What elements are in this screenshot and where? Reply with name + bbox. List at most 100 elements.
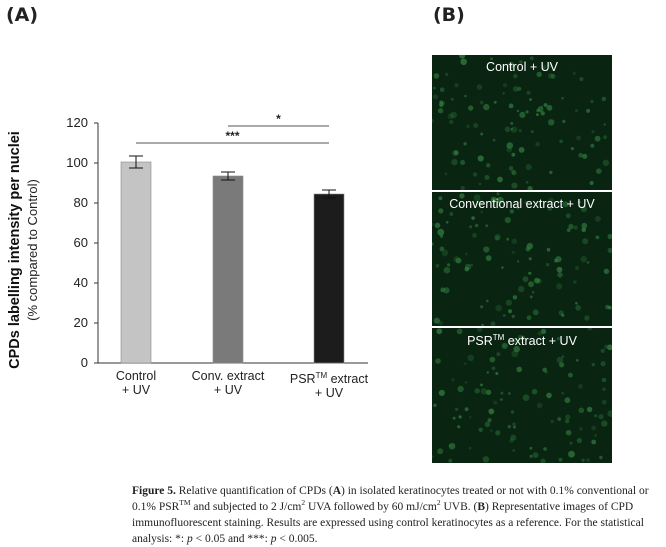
nucleus-dot (502, 92, 505, 95)
nucleus-dot (559, 139, 563, 144)
nucleus-dot (578, 384, 583, 389)
nucleus-dot (480, 383, 483, 387)
significance-label: *** (225, 129, 239, 143)
nucleus-dot (490, 196, 497, 203)
nucleus-dot (444, 172, 448, 176)
nucleus-dot (565, 414, 571, 420)
nucleus-dot (542, 64, 547, 69)
nucleus-dot (485, 389, 492, 395)
nucleus-dot (576, 359, 579, 362)
nucleus-dot (600, 348, 605, 353)
nucleus-dot (510, 410, 515, 414)
nucleus-dot (604, 344, 609, 349)
nucleus-dot (550, 419, 554, 424)
nucleus-dot (537, 331, 542, 336)
nucleus-dot (556, 337, 560, 341)
nucleus-dot (458, 415, 462, 419)
nucleus-dot (455, 257, 462, 264)
nucleus-dot (473, 123, 479, 128)
nucleus-dot (482, 456, 490, 463)
nucleus-dot (438, 389, 445, 396)
nucleus-dot (568, 223, 574, 230)
nucleus-dot (548, 119, 555, 126)
nucleus-dot (433, 73, 440, 79)
micrograph-psr-extract-uv: PSRTM extract + UV (432, 328, 612, 463)
nucleus-dot (529, 56, 534, 61)
nucleus-dot (536, 71, 542, 78)
nucleus-dot (548, 197, 555, 204)
nucleus-dot (524, 200, 528, 204)
nucleus-dot (506, 146, 513, 153)
nucleus-dot (439, 246, 445, 252)
nucleus-dot (508, 103, 514, 109)
nucleus-dot (520, 335, 526, 341)
nucleus-dot (453, 150, 459, 156)
nucleus-dot (546, 247, 551, 252)
nucleus-dot (516, 206, 520, 210)
nucleus-dot (576, 135, 581, 141)
nucleus-dot (473, 194, 481, 202)
nucleus-dot (500, 391, 504, 395)
nucleus-dot (464, 94, 467, 98)
nucleus-dot (437, 448, 444, 455)
nucleus-dot (511, 238, 518, 245)
nucleus-dot (575, 305, 581, 311)
micrograph-control-uv: Control + UV (432, 55, 612, 190)
nucleus-dot (601, 399, 607, 405)
nucleus-dot (443, 287, 450, 294)
category-label-control: Control + UV (115, 369, 157, 397)
nucleus-dot (441, 249, 449, 257)
nucleus-dot (525, 110, 529, 114)
nucleus-dot (438, 196, 443, 201)
nucleus-dot (449, 119, 454, 125)
nucleus-dot (448, 458, 453, 463)
nucleus-dot (507, 61, 515, 69)
nucleus-dot (556, 356, 564, 364)
nucleus-dot (491, 366, 496, 371)
nucleus-dot (487, 418, 492, 423)
nucleus-dot (447, 113, 454, 120)
nucleus-dot (477, 328, 483, 332)
nucleus-dot (543, 103, 548, 107)
nucleus-dot (572, 71, 576, 75)
nucleus-dot (584, 315, 590, 321)
nucleus-dot (542, 67, 545, 70)
nucleus-dot (550, 73, 556, 79)
nucleus-dot (557, 272, 563, 278)
nucleus-dot (460, 160, 466, 165)
nucleus-dot (605, 304, 610, 310)
nucleus-dot (590, 143, 595, 148)
nucleus-dot (483, 246, 490, 253)
nucleus-dot (561, 96, 564, 100)
nucleus-dot (480, 388, 488, 395)
nucleus-dot (591, 130, 595, 134)
nucleus-dot (573, 280, 577, 284)
nucleus-dot (518, 285, 525, 293)
nucleus-dot (548, 63, 553, 68)
nucleus-dot (543, 447, 547, 451)
nucleus-dot (573, 225, 578, 230)
nucleus-dot (565, 429, 572, 436)
nucleus-dot (502, 314, 506, 317)
nucleus-dot (578, 407, 585, 414)
nucleus-dot (434, 222, 441, 229)
nucleus-dot (484, 421, 491, 428)
nucleus-dot (559, 362, 565, 368)
nucleus-dot (511, 182, 518, 189)
panel-b-label: (B) (433, 4, 465, 26)
nucleus-dot (486, 299, 489, 303)
nucleus-dot (490, 321, 496, 326)
nucleus-dot (440, 287, 446, 293)
nucleus-dot (589, 181, 594, 185)
nucleus-dot (439, 234, 444, 238)
nucleus-dot (513, 425, 516, 429)
nucleus-dot (494, 234, 501, 241)
nucleus-dot (457, 385, 464, 393)
nucleus-dot (586, 406, 593, 413)
nucleus-dot (476, 84, 483, 90)
figure-caption: Figure 5. Relative quantification of CPD… (132, 485, 649, 545)
nucleus-dot (496, 198, 500, 201)
nucleus-dot (454, 83, 459, 88)
nucleus-dot (437, 108, 444, 114)
nucleus-dot (483, 103, 490, 111)
